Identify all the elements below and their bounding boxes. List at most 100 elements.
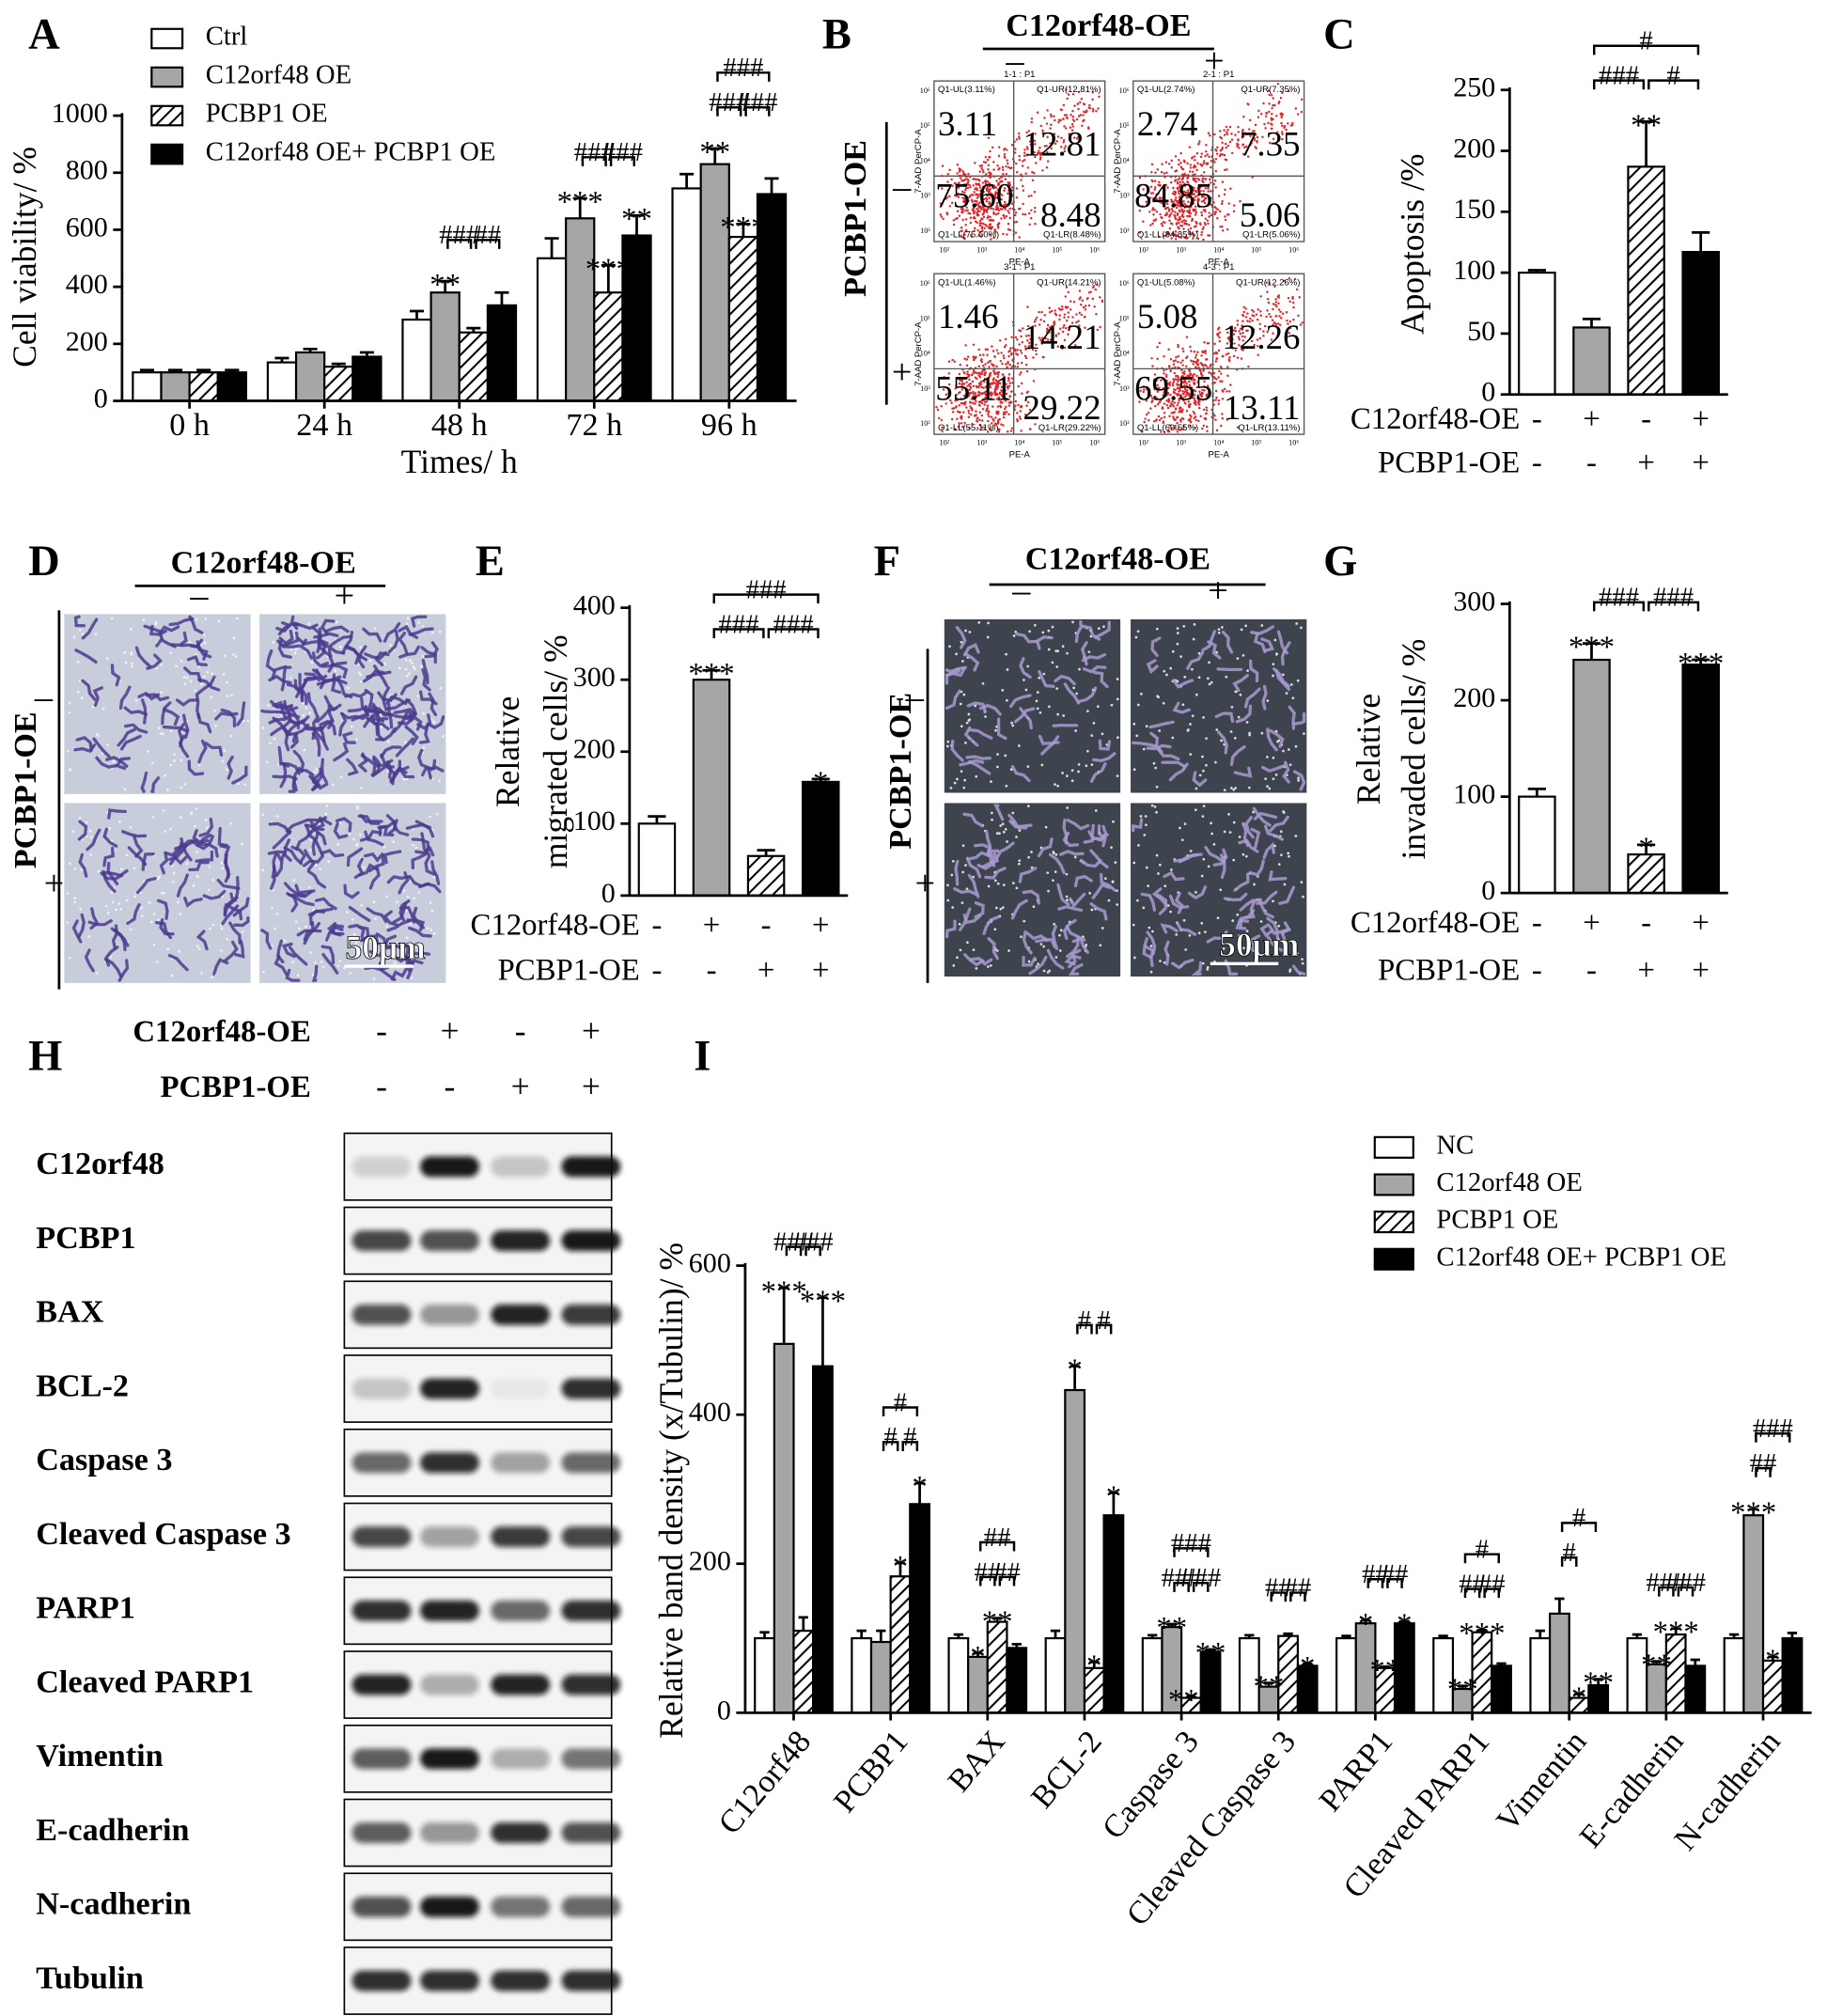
pore	[1027, 855, 1030, 859]
flow-dot	[1259, 310, 1262, 313]
flow-x-tick: 10³	[1176, 245, 1186, 254]
blot-band	[491, 1304, 551, 1325]
flow-dot	[950, 417, 954, 421]
flow-dot	[1158, 200, 1162, 204]
x-tick-label: 0 h	[169, 408, 210, 443]
pore	[359, 673, 363, 677]
flow-dot	[972, 207, 976, 210]
flow-dot	[1063, 313, 1067, 316]
flow-dot	[962, 200, 965, 204]
pore	[129, 628, 133, 631]
pore	[206, 826, 209, 830]
quadrant-value: 29.22	[1023, 388, 1101, 427]
pore	[275, 912, 279, 915]
pore	[1114, 861, 1117, 864]
pore	[73, 900, 77, 904]
flow-dot	[1146, 203, 1148, 206]
flow-dot	[996, 164, 999, 167]
flow-dot	[1156, 346, 1159, 349]
error-bar	[1263, 1681, 1274, 1687]
flow-dot	[1095, 313, 1098, 316]
flow-dot	[960, 417, 963, 420]
flow-dot	[1186, 355, 1189, 358]
pore	[1116, 736, 1119, 740]
pore	[199, 682, 203, 686]
flow-dot	[1207, 222, 1210, 226]
flow-dot	[1049, 127, 1052, 130]
flow-dot	[1043, 314, 1046, 317]
pore	[348, 833, 351, 836]
flow-dot	[1279, 113, 1282, 116]
pore	[1210, 680, 1213, 684]
pore	[1208, 682, 1211, 686]
transwell-row: +	[915, 864, 936, 903]
flow-dot	[1071, 125, 1074, 128]
flow-dot	[1213, 212, 1216, 216]
pore	[1073, 855, 1077, 859]
flow-dot	[945, 211, 948, 214]
flow-dot	[1003, 187, 1007, 190]
pore	[1147, 884, 1149, 887]
pore	[78, 679, 82, 682]
flow-dot	[1203, 408, 1206, 412]
flow-dot	[988, 360, 992, 363]
flow-dot	[1228, 355, 1231, 359]
flow-dot	[1230, 133, 1233, 135]
pore	[338, 960, 342, 963]
flow-dot	[1030, 146, 1034, 148]
blot-band	[420, 1526, 479, 1547]
flow-dot	[1043, 145, 1047, 148]
flow-dot	[1015, 352, 1018, 355]
flow-dot	[1045, 122, 1049, 125]
flow-dot	[1035, 162, 1038, 164]
flow-dot	[1165, 234, 1168, 237]
bracket	[1658, 1586, 1675, 1597]
y-axis-label: Apoptosis /%	[1394, 154, 1431, 335]
pore	[1281, 673, 1285, 677]
pore	[1183, 675, 1187, 679]
flow-dot	[958, 170, 961, 173]
pore	[68, 701, 71, 705]
pore	[1227, 812, 1230, 816]
flow-dot	[1007, 181, 1009, 184]
flow-dot	[1005, 411, 1008, 414]
flow-dot	[1226, 131, 1228, 133]
flow-dot	[952, 223, 956, 227]
flow-dot	[960, 179, 963, 182]
flow-dot	[1017, 132, 1021, 135]
pore	[991, 818, 993, 821]
error-bar	[914, 1481, 925, 1505]
bar	[1064, 1388, 1086, 1714]
flow-dot	[1158, 418, 1162, 422]
bracket	[1483, 1587, 1501, 1599]
pore	[961, 870, 964, 874]
flow-dot	[988, 233, 992, 237]
quadrant-value: 69.55	[1134, 368, 1212, 407]
flow-dot	[1205, 425, 1209, 429]
flow-dot	[1174, 191, 1178, 194]
flow-dot	[1054, 118, 1056, 122]
flow-dot	[1229, 383, 1232, 386]
flow-dot	[981, 419, 984, 422]
error-bar	[303, 347, 318, 352]
pore	[1297, 779, 1300, 782]
annotation: ***	[557, 185, 603, 219]
pore	[95, 972, 99, 975]
flow-x-tick: 10⁴	[1014, 245, 1024, 254]
flow-dot	[1170, 412, 1174, 414]
pore	[87, 934, 91, 938]
flow-dot	[1091, 107, 1095, 111]
flow-dot	[1082, 114, 1085, 117]
flow-dot	[1227, 202, 1230, 205]
flow-dot	[1178, 236, 1180, 239]
bracket-label: ##	[1285, 1572, 1312, 1602]
bar	[401, 318, 432, 402]
pore	[1056, 712, 1060, 716]
pore	[197, 763, 201, 767]
flow-dot	[1149, 407, 1152, 410]
bar	[486, 304, 518, 402]
pore	[164, 774, 166, 777]
flow-dot	[1040, 310, 1043, 314]
pore	[1186, 728, 1190, 732]
flow-dot	[1185, 365, 1188, 368]
